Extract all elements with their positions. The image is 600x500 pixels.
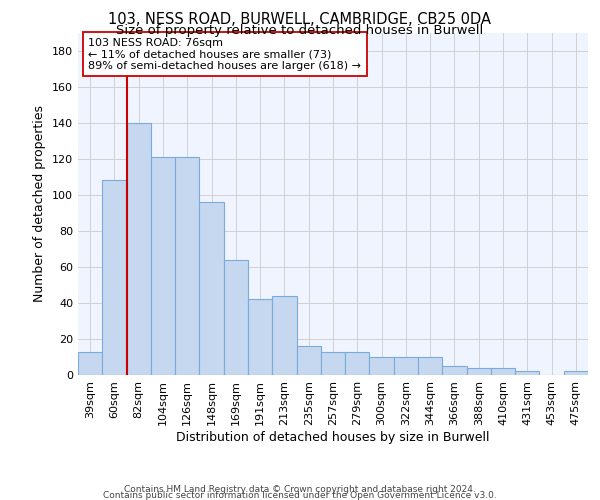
X-axis label: Distribution of detached houses by size in Burwell: Distribution of detached houses by size … xyxy=(176,430,490,444)
Bar xyxy=(370,357,394,375)
Bar xyxy=(151,157,175,375)
Bar xyxy=(224,260,248,375)
Bar xyxy=(296,346,321,375)
Y-axis label: Number of detached properties: Number of detached properties xyxy=(34,106,46,302)
Bar xyxy=(515,372,539,375)
Bar xyxy=(78,352,102,375)
Bar xyxy=(564,372,588,375)
Bar xyxy=(248,300,272,375)
Text: Size of property relative to detached houses in Burwell: Size of property relative to detached ho… xyxy=(116,24,484,37)
Bar xyxy=(272,296,296,375)
Text: Contains HM Land Registry data © Crown copyright and database right 2024.: Contains HM Land Registry data © Crown c… xyxy=(124,484,476,494)
Bar xyxy=(199,202,224,375)
Text: 103 NESS ROAD: 76sqm
← 11% of detached houses are smaller (73)
89% of semi-detac: 103 NESS ROAD: 76sqm ← 11% of detached h… xyxy=(88,38,361,71)
Bar xyxy=(491,368,515,375)
Bar xyxy=(394,357,418,375)
Text: 103, NESS ROAD, BURWELL, CAMBRIDGE, CB25 0DA: 103, NESS ROAD, BURWELL, CAMBRIDGE, CB25… xyxy=(109,12,491,28)
Bar xyxy=(321,352,345,375)
Bar xyxy=(102,180,127,375)
Bar xyxy=(345,352,370,375)
Bar xyxy=(442,366,467,375)
Text: Contains public sector information licensed under the Open Government Licence v3: Contains public sector information licen… xyxy=(103,492,497,500)
Bar xyxy=(418,357,442,375)
Bar xyxy=(467,368,491,375)
Bar xyxy=(127,122,151,375)
Bar xyxy=(175,157,199,375)
